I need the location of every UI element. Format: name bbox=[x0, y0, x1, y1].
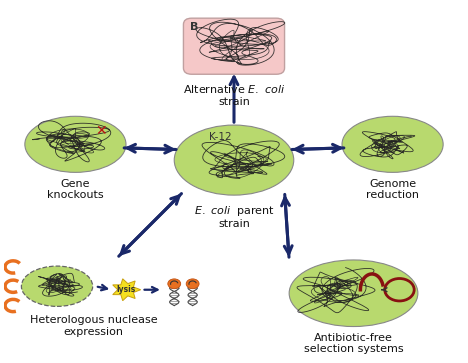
Circle shape bbox=[168, 279, 181, 289]
Text: ✕: ✕ bbox=[95, 124, 107, 138]
Ellipse shape bbox=[22, 266, 93, 306]
Text: B: B bbox=[190, 23, 199, 32]
Text: lysis: lysis bbox=[117, 285, 136, 294]
Circle shape bbox=[186, 279, 199, 289]
Text: Genome
reduction: Genome reduction bbox=[366, 179, 419, 200]
Ellipse shape bbox=[289, 260, 418, 327]
Ellipse shape bbox=[342, 116, 443, 172]
Text: K-12: K-12 bbox=[209, 132, 232, 142]
Ellipse shape bbox=[25, 116, 126, 172]
Ellipse shape bbox=[174, 125, 294, 195]
FancyBboxPatch shape bbox=[183, 18, 285, 74]
Text: Antibiotic-free
selection systems: Antibiotic-free selection systems bbox=[304, 333, 403, 354]
Text: $\it{E.\ coli}$  parent
strain: $\it{E.\ coli}$ parent strain bbox=[193, 204, 275, 229]
Text: Heterologous nuclease
expression: Heterologous nuclease expression bbox=[30, 315, 158, 337]
Text: Gene
knockouts: Gene knockouts bbox=[47, 179, 104, 200]
Text: Alternative $\it{E.\ coli}$
strain: Alternative $\it{E.\ coli}$ strain bbox=[183, 83, 285, 107]
Polygon shape bbox=[113, 279, 141, 301]
